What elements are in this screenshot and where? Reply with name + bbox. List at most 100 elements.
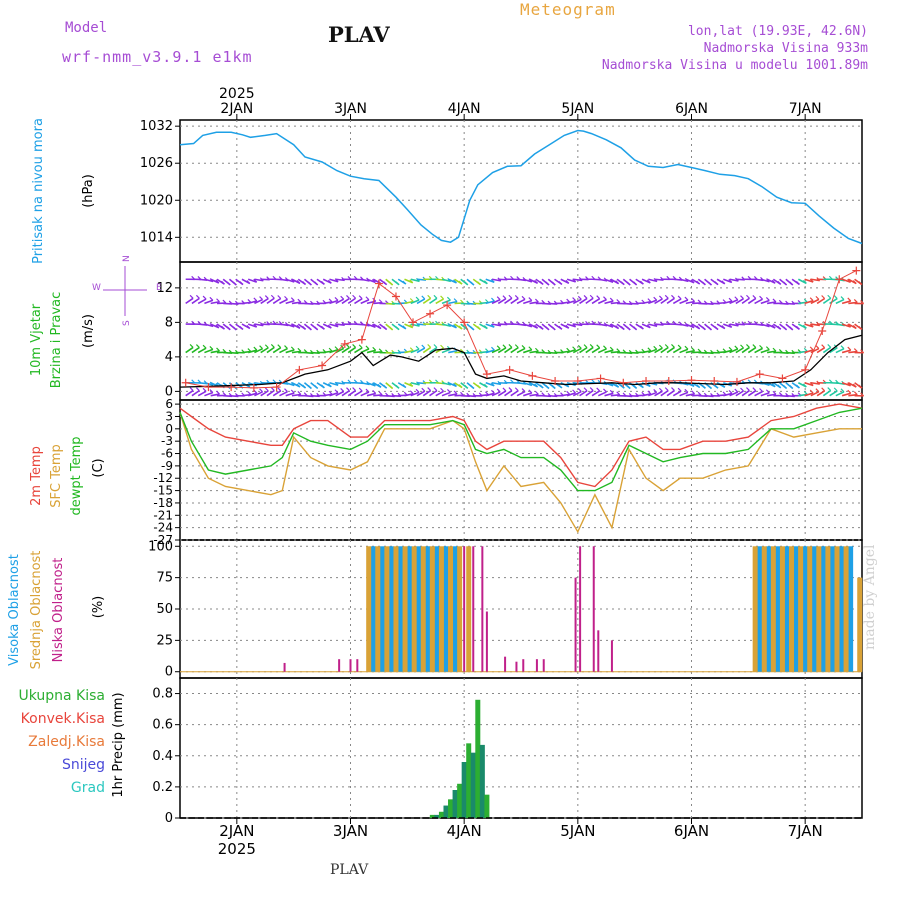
wind-arrow bbox=[747, 390, 757, 397]
wind-arrow-head bbox=[284, 345, 288, 349]
wind-arrow bbox=[260, 347, 269, 354]
y-tick-label: -21 bbox=[153, 508, 173, 522]
wind-arrow-head bbox=[840, 345, 845, 350]
cloud-mid-bar bbox=[429, 546, 435, 672]
wind-arrow bbox=[329, 381, 339, 386]
wind-arrow-head bbox=[596, 387, 601, 392]
wind-arrow-head bbox=[378, 299, 383, 304]
wind-arrow-head bbox=[202, 295, 207, 300]
wind-arrow-head bbox=[772, 390, 777, 395]
wind-arrow-head bbox=[802, 324, 807, 329]
wind-arrow bbox=[254, 391, 263, 397]
wind-arrow-head bbox=[253, 297, 258, 302]
wind-arrow-head bbox=[470, 385, 475, 389]
y-tick-label: 0.8 bbox=[152, 687, 173, 702]
cloud-mid-bar bbox=[366, 546, 372, 672]
wind-arrow-head bbox=[566, 298, 571, 303]
wind-arrow-head bbox=[583, 387, 588, 392]
wind-arrow bbox=[747, 297, 757, 305]
cloud-low-bar bbox=[535, 659, 538, 672]
wind-arrow-head bbox=[483, 280, 488, 285]
wind-arrow-head bbox=[216, 347, 220, 352]
wind-gust-marker bbox=[801, 365, 810, 374]
wind-arrow-head bbox=[270, 387, 275, 391]
wind-arrow-head bbox=[677, 295, 682, 300]
wind-arrow-head bbox=[209, 296, 214, 301]
cloud-low-bar bbox=[610, 640, 613, 672]
wind-arrow bbox=[848, 393, 858, 397]
wind-arrow bbox=[360, 391, 370, 397]
wind-arrow bbox=[491, 278, 502, 282]
wind-arrow-head bbox=[491, 346, 495, 351]
wind-arrow bbox=[422, 389, 432, 397]
wind-arrow bbox=[504, 297, 513, 305]
wind-gust-marker bbox=[528, 371, 537, 380]
wind-arrow-head bbox=[815, 345, 820, 349]
wind-arrow bbox=[485, 323, 495, 328]
wind-arrow-head bbox=[616, 348, 621, 353]
cloud-low-bar bbox=[338, 659, 341, 672]
wind-arrow-head bbox=[577, 295, 582, 300]
wind-arrow-head bbox=[340, 295, 345, 300]
wind-arrow-head bbox=[815, 295, 820, 300]
wind-arrow bbox=[516, 298, 526, 305]
cloud-high-bar bbox=[820, 546, 826, 672]
wind-arrow-head bbox=[346, 344, 350, 349]
wind-arrow-head bbox=[409, 382, 414, 387]
cloud-unit-label: (%) bbox=[91, 596, 106, 619]
y-tick-label: -9 bbox=[161, 459, 173, 473]
x-day-label-top: 7JAN bbox=[789, 101, 822, 117]
wind-arrow-head bbox=[528, 297, 533, 302]
wind-arrow bbox=[422, 346, 432, 354]
cloud-low-bar bbox=[283, 662, 286, 672]
wind-arrow-head bbox=[365, 388, 370, 393]
wind-arrow-head bbox=[858, 384, 863, 389]
wind-arrow bbox=[566, 323, 576, 328]
wind-gust-marker bbox=[710, 377, 719, 386]
temp-sfc-line bbox=[179, 412, 862, 534]
wind-arrow-head bbox=[372, 346, 377, 351]
wind-arrow bbox=[435, 390, 444, 397]
wind-arrow-head bbox=[320, 280, 325, 285]
wind-arrow-head bbox=[314, 326, 319, 331]
cloud-mid-bar bbox=[411, 546, 417, 672]
wind-arrow-head bbox=[453, 382, 457, 387]
wind-arrow bbox=[491, 381, 502, 386]
wind-gust-marker bbox=[505, 365, 514, 374]
wind-arrow bbox=[185, 297, 194, 305]
wind-arrow bbox=[572, 390, 582, 397]
wind-arrow bbox=[341, 297, 350, 305]
wind-gust-marker bbox=[778, 374, 787, 383]
wind-arrow-head bbox=[765, 297, 770, 301]
wind-arrow bbox=[291, 393, 301, 397]
wind-arrow-head bbox=[409, 347, 414, 352]
wind-arrow-head bbox=[290, 389, 295, 394]
precip-bar bbox=[429, 814, 435, 818]
x-day-label-bottom: 4JAN bbox=[447, 822, 482, 840]
wind-arrow bbox=[810, 323, 820, 327]
precip-bar bbox=[470, 752, 476, 818]
wind-arrow bbox=[504, 346, 513, 354]
cloud-low-bar bbox=[485, 611, 488, 672]
wind-arrow-head bbox=[708, 326, 712, 331]
wind-arrow-head bbox=[490, 278, 495, 283]
wind-arrow-head bbox=[697, 391, 702, 396]
wind-gust-marker bbox=[340, 339, 349, 348]
wind-arrow-head bbox=[603, 296, 607, 301]
temp-dewpt-axis-label: dewpt Temp bbox=[69, 436, 84, 515]
wind-arrow-head bbox=[290, 297, 295, 302]
precip-bar bbox=[479, 744, 485, 818]
wind-arrow-head bbox=[583, 344, 588, 349]
wind-arrow-head bbox=[566, 390, 571, 395]
wind-gust-marker bbox=[357, 335, 366, 344]
wind-arrow bbox=[729, 391, 739, 397]
wind-arrow-head bbox=[827, 294, 832, 299]
wind-arrow bbox=[360, 278, 370, 282]
precip-bar bbox=[452, 790, 458, 818]
wind-arrow bbox=[591, 347, 601, 354]
compass-label-n: N bbox=[122, 255, 132, 262]
wind-arrow-head bbox=[302, 281, 306, 285]
wind-arrow-head bbox=[796, 384, 800, 389]
wind-arrow bbox=[679, 323, 689, 327]
wind-arrow-head bbox=[783, 326, 787, 331]
